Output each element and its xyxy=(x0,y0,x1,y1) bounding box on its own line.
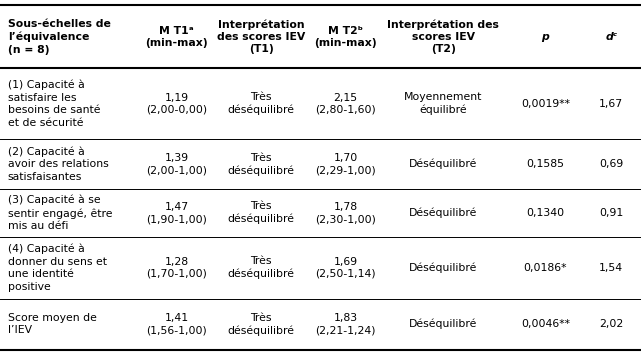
Text: Moyennement
équilibré: Moyennement équilibré xyxy=(404,92,482,115)
Text: M T2ᵇ
(min-max): M T2ᵇ (min-max) xyxy=(314,26,377,48)
Text: 1,47
(1,90-1,00): 1,47 (1,90-1,00) xyxy=(146,202,207,224)
Text: Déséquilibré: Déséquilibré xyxy=(409,319,478,329)
Text: 1,69
(2,50-1,14): 1,69 (2,50-1,14) xyxy=(315,257,376,279)
Text: 1,19
(2,00-0,00): 1,19 (2,00-0,00) xyxy=(146,93,207,115)
Text: Interprétation des
scores IEV
(T2): Interprétation des scores IEV (T2) xyxy=(387,19,499,54)
Text: M T1ᵃ
(min-max): M T1ᵃ (min-max) xyxy=(146,26,208,48)
Text: (3) Capacité à se
sentir engagé, être
mis au défi: (3) Capacité à se sentir engagé, être mi… xyxy=(8,195,112,231)
Text: 1,70
(2,29-1,00): 1,70 (2,29-1,00) xyxy=(315,153,376,175)
Text: 0,69: 0,69 xyxy=(599,159,624,169)
Text: (4) Capacité à
donner du sens et
une identité
positive: (4) Capacité à donner du sens et une ide… xyxy=(8,244,106,291)
Text: Déséquilibré: Déséquilibré xyxy=(409,159,478,169)
Text: Déséquilibré: Déséquilibré xyxy=(409,262,478,273)
Text: Très
déséquilibré: Très déséquilibré xyxy=(228,153,295,176)
Text: 0,0046**: 0,0046** xyxy=(521,319,570,329)
Text: Déséquilibré: Déséquilibré xyxy=(409,208,478,218)
Text: Sous-échelles de
l’équivalence
(n = 8): Sous-échelles de l’équivalence (n = 8) xyxy=(8,19,110,55)
Text: Interprétation
des scores IEV
(T1): Interprétation des scores IEV (T1) xyxy=(217,19,305,54)
Text: 0,0019**: 0,0019** xyxy=(521,99,570,109)
Text: Très
déséquilibré: Très déséquilibré xyxy=(228,92,295,115)
Text: 2,15
(2,80-1,60): 2,15 (2,80-1,60) xyxy=(315,93,376,115)
Text: Très
déséquilibré: Très déséquilibré xyxy=(228,313,295,336)
Text: Très
déséquilibré: Très déséquilibré xyxy=(228,201,295,224)
Text: (2) Capacité à
avoir des relations
satisfaisantes: (2) Capacité à avoir des relations satis… xyxy=(8,147,108,182)
Text: 0,1340: 0,1340 xyxy=(526,208,565,218)
Text: (1) Capacité à
satisfaire les
besoins de santé
et de sécurité: (1) Capacité à satisfaire les besoins de… xyxy=(8,80,100,127)
Text: Très
déséquilibré: Très déséquilibré xyxy=(228,256,295,279)
Text: 1,28
(1,70-1,00): 1,28 (1,70-1,00) xyxy=(146,257,207,279)
Text: 0,91: 0,91 xyxy=(599,208,624,218)
Text: dᶜ: dᶜ xyxy=(605,32,617,42)
Text: p: p xyxy=(542,32,549,42)
Text: 1,54: 1,54 xyxy=(599,263,624,273)
Text: 0,1585: 0,1585 xyxy=(526,159,565,169)
Text: 0,0186*: 0,0186* xyxy=(524,263,567,273)
Text: 1,41
(1,56-1,00): 1,41 (1,56-1,00) xyxy=(146,313,207,335)
Text: 1,39
(2,00-1,00): 1,39 (2,00-1,00) xyxy=(146,153,207,175)
Text: Score moyen de
l’IEV: Score moyen de l’IEV xyxy=(8,313,97,335)
Text: 1,83
(2,21-1,24): 1,83 (2,21-1,24) xyxy=(315,313,376,335)
Text: 1,78
(2,30-1,00): 1,78 (2,30-1,00) xyxy=(315,202,376,224)
Text: 2,02: 2,02 xyxy=(599,319,624,329)
Text: 1,67: 1,67 xyxy=(599,99,624,109)
